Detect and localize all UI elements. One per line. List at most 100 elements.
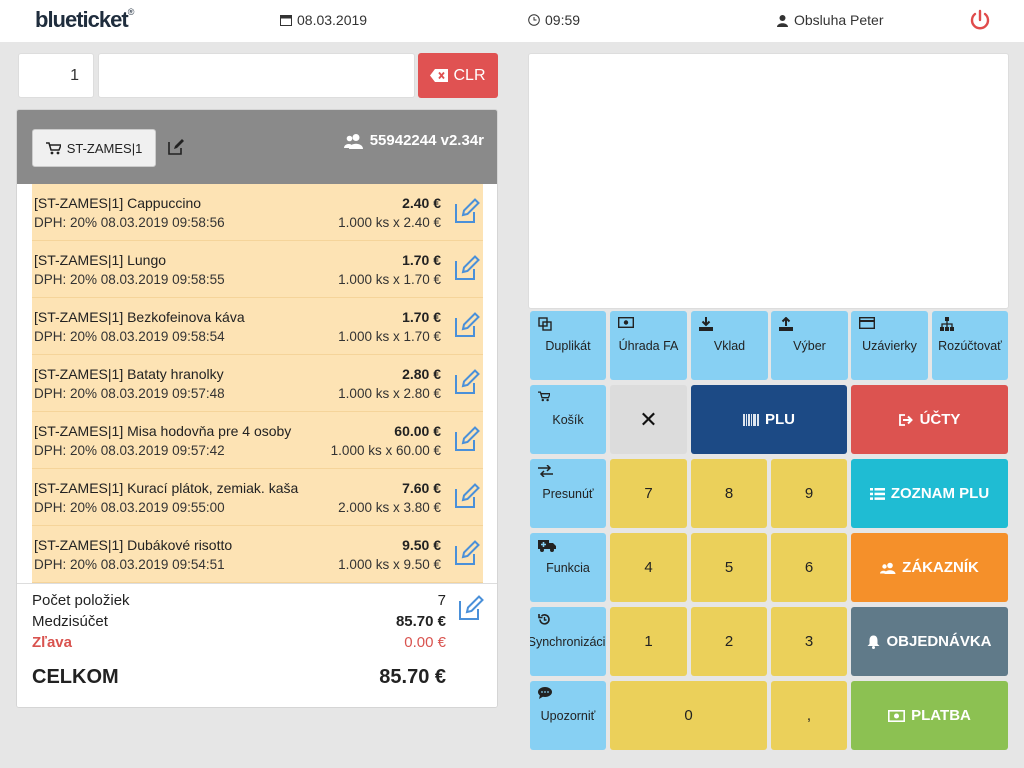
item-price: 60.00 € <box>394 423 441 439</box>
digit-8-button[interactable]: 8 <box>691 459 767 528</box>
sync-button[interactable]: Synchronizácia <box>530 607 606 676</box>
total-value: 85.70 € <box>379 666 446 688</box>
digit-1-button[interactable]: 1 <box>610 607 687 676</box>
accounts-button[interactable]: ÚČTY <box>851 385 1008 454</box>
payment-label: PLATBA <box>911 707 971 724</box>
item-quantity: 1.000 ks x 2.80 € <box>338 386 441 401</box>
payment-button[interactable]: PLATBA <box>851 681 1008 750</box>
digit-0-button[interactable]: 0 <box>610 681 767 750</box>
user-icon <box>776 14 789 27</box>
plu-label: PLU <box>765 411 795 428</box>
barcode-icon <box>743 413 759 426</box>
quantity-field[interactable]: 1 <box>18 53 94 98</box>
list-item[interactable]: [ST-ZAMES|1] Lungo 1.70 € DPH: 20% 08.03… <box>32 241 483 298</box>
item-quantity: 1.000 ks x 1.70 € <box>338 329 441 344</box>
edit-icon[interactable] <box>457 594 485 622</box>
item-count-label: Počet položiek <box>32 592 130 609</box>
plu-list-button[interactable]: ZOZNAM PLU <box>851 459 1008 528</box>
item-meta: DPH: 20% 08.03.2019 09:58:54 <box>34 329 225 344</box>
discount-label: Zľava <box>32 634 72 651</box>
customer-label: ZÁKAZNÍK <box>902 559 979 576</box>
digit-4-button[interactable]: 4 <box>610 533 687 602</box>
user-display[interactable]: Obsluha Peter <box>776 12 884 28</box>
item-quantity: 1.000 ks x 9.50 € <box>338 557 441 572</box>
ambulance-icon <box>538 539 556 553</box>
digit-2-button[interactable]: 2 <box>691 607 767 676</box>
table-button[interactable]: ST-ZAMES|1 <box>32 129 156 167</box>
total-label: CELKOM <box>32 666 119 688</box>
list-item[interactable]: [ST-ZAMES|1] Bezkofeinova káva 1.70 € DP… <box>32 298 483 355</box>
item-price: 2.80 € <box>402 366 441 382</box>
item-count-row: Počet položiek 7 <box>32 592 446 609</box>
cancel-button[interactable]: ✕ <box>610 385 687 454</box>
list-item[interactable]: [ST-ZAMES|1] Bataty hranolky 2.80 € DPH:… <box>32 355 483 412</box>
digit-3-button[interactable]: 3 <box>771 607 847 676</box>
close-icon: ✕ <box>639 406 658 432</box>
function-button[interactable]: Funkcia <box>530 533 606 602</box>
duplicate-button[interactable]: Duplikát <box>530 311 606 380</box>
withdrawal-label: Výber <box>793 339 826 353</box>
basket-button[interactable]: Košík <box>530 385 606 454</box>
discount-value: 0.00 € <box>404 634 446 651</box>
order-label: OBJEDNÁVKA <box>886 633 992 650</box>
closures-button[interactable]: Uzávierky <box>851 311 928 380</box>
digit-6-button[interactable]: 6 <box>771 533 847 602</box>
item-price: 9.50 € <box>402 537 441 553</box>
download-icon <box>699 317 713 331</box>
user-name: Obsluha Peter <box>794 12 884 28</box>
edit-icon[interactable] <box>453 254 481 282</box>
invoice-payment-button[interactable]: Úhrada FA <box>610 311 687 380</box>
edit-icon[interactable] <box>453 368 481 396</box>
item-meta: DPH: 20% 08.03.2019 09:58:55 <box>34 272 225 287</box>
notice-button[interactable]: Upozorniť <box>530 681 606 750</box>
code-input[interactable] <box>98 53 415 98</box>
item-name: [ST-ZAMES|1] Dubákové risotto <box>34 537 233 553</box>
decimal-comma-button[interactable]: , <box>771 681 847 750</box>
total-row: CELKOM 85.70 € <box>32 666 446 689</box>
receipt-id: 55942244 v2.34r <box>343 132 484 149</box>
time-display: 09:59 <box>528 12 580 28</box>
deposit-label: Vklad <box>713 339 746 353</box>
order-button[interactable]: OBJEDNÁVKA <box>851 607 1008 676</box>
edit-icon[interactable] <box>453 311 481 339</box>
comment-icon <box>538 687 552 701</box>
plu-button[interactable]: PLU <box>691 385 847 454</box>
edit-icon[interactable] <box>453 197 481 225</box>
item-meta: DPH: 20% 08.03.2019 09:57:42 <box>34 443 225 458</box>
list-item[interactable]: [ST-ZAMES|1] Kurací plátok, zemiak. kaša… <box>32 469 483 526</box>
clear-button[interactable]: CLR <box>418 53 498 98</box>
subtotal-label: Medzisúčet <box>32 613 108 630</box>
digit-9-button[interactable]: 9 <box>771 459 847 528</box>
customer-button[interactable]: ZÁKAZNÍK <box>851 533 1008 602</box>
withdrawal-button[interactable]: Výber <box>771 311 848 380</box>
item-meta: DPH: 20% 08.03.2019 09:54:51 <box>34 557 225 572</box>
exchange-icon <box>538 465 553 479</box>
sitemap-icon <box>940 317 954 331</box>
receipt-number: 55942244 v2.34r <box>369 132 484 149</box>
edit-icon[interactable] <box>453 425 481 453</box>
list-item[interactable]: [ST-ZAMES|1] Dubákové risotto 9.50 € DPH… <box>32 526 483 583</box>
digit-5-button[interactable]: 5 <box>691 533 767 602</box>
split-bill-button[interactable]: Rozúčtovať <box>932 311 1008 380</box>
users-icon <box>880 562 896 574</box>
credit-card-icon <box>859 317 875 331</box>
discount-row: Zľava 0.00 € <box>32 634 446 651</box>
edit-icon[interactable] <box>453 482 481 510</box>
deposit-button[interactable]: Vklad <box>691 311 768 380</box>
split-bill-label: Rozúčtovať <box>938 339 1002 353</box>
move-button[interactable]: Presunúť <box>530 459 606 528</box>
list-item[interactable]: [ST-ZAMES|1] Misa hodovňa pre 4 osoby 60… <box>32 412 483 469</box>
digit-7-button[interactable]: 7 <box>610 459 687 528</box>
clock-icon <box>528 14 540 26</box>
item-name: [ST-ZAMES|1] Misa hodovňa pre 4 osoby <box>34 423 292 439</box>
item-price: 7.60 € <box>402 480 441 496</box>
function-label: Funkcia <box>546 561 590 575</box>
copy-icon <box>538 317 552 331</box>
edit-icon[interactable] <box>167 138 185 156</box>
list-item[interactable]: [ST-ZAMES|1] Cappuccino 2.40 € DPH: 20% … <box>32 184 483 241</box>
top-bar: blueticket® 08.03.2019 09:59 Obsluha Pet… <box>0 0 1024 42</box>
edit-icon[interactable] <box>453 539 481 567</box>
clear-label: CLR <box>453 66 486 84</box>
subtotal-value: 85.70 € <box>395 613 446 630</box>
power-icon[interactable] <box>968 8 992 32</box>
